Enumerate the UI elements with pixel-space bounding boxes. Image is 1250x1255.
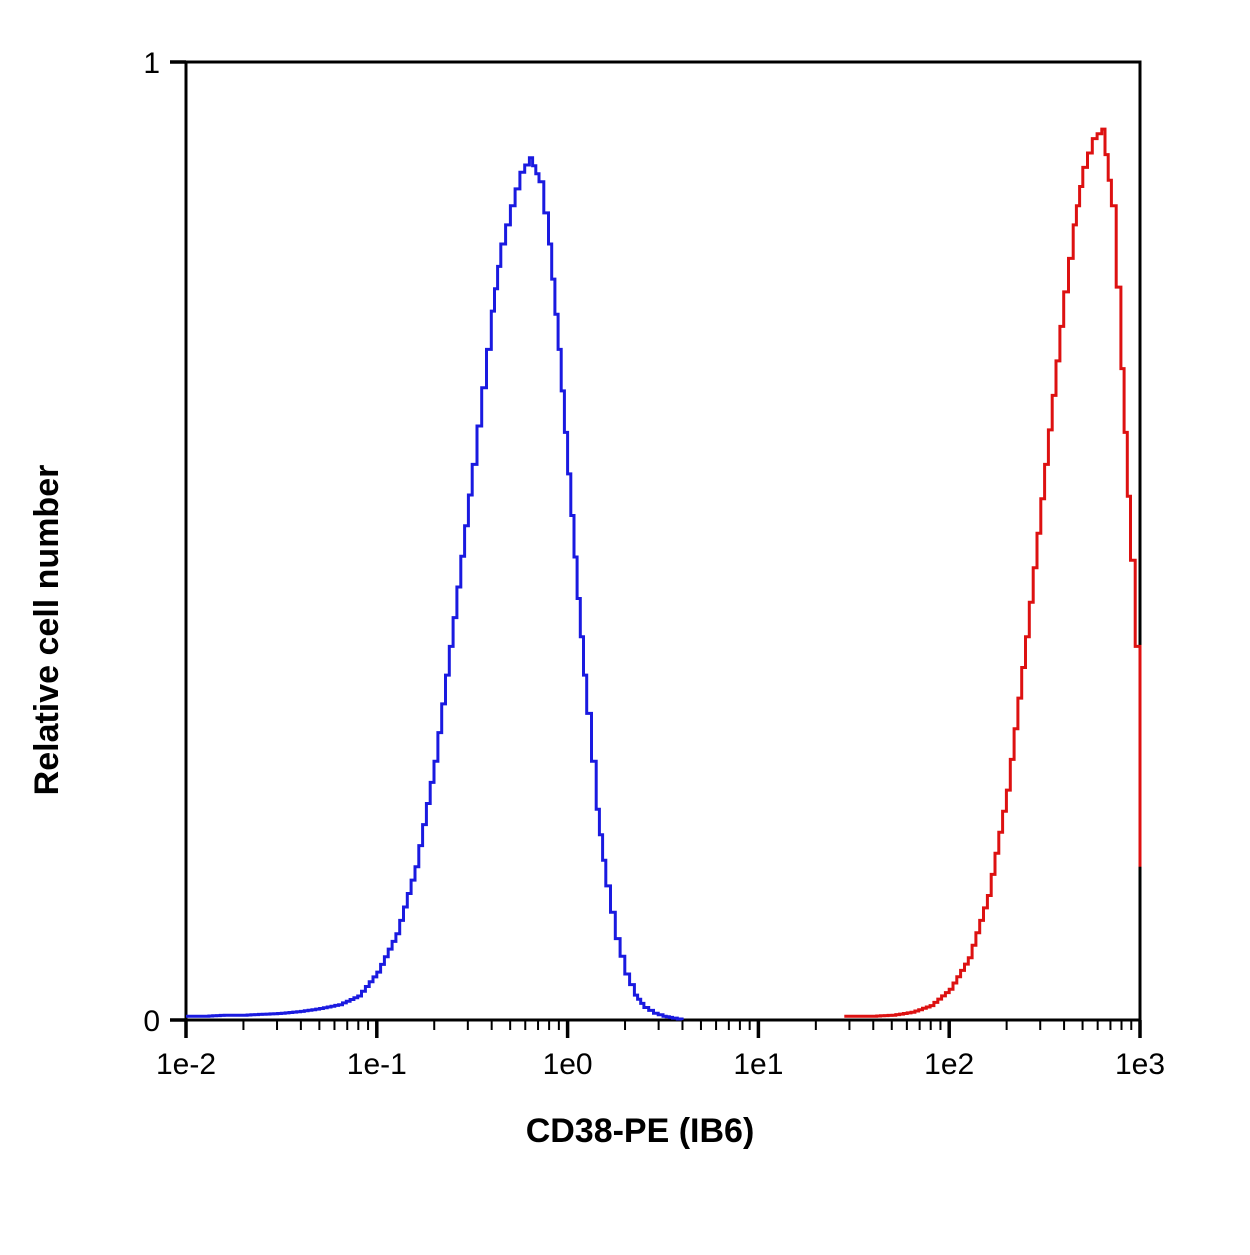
x-tick-label: 1e3 (1115, 1048, 1165, 1081)
x-tick-label: 1e-2 (156, 1048, 216, 1081)
x-tick-label: 1e0 (543, 1048, 593, 1081)
y-axis-title: Relative cell number (28, 465, 66, 796)
x-tick-label: 1e2 (924, 1048, 974, 1081)
x-tick-label: 1e1 (733, 1048, 783, 1081)
y-tick-label: 0 (143, 1005, 160, 1038)
blue-negative-population-curve (186, 156, 684, 1021)
axes-frame (184, 60, 1142, 1022)
plot-area: 1e-2 1e-1 1e0 1e1 1e2 1e3 0 1 (143, 47, 1165, 1081)
y-tick-label: 1 (143, 47, 160, 80)
red-cd38-pe-positive-population-curve (844, 127, 1142, 1018)
x-tick-label: 1e-1 (347, 1048, 407, 1081)
x-axis-title: CD38-PE (IB6) (526, 1112, 755, 1150)
